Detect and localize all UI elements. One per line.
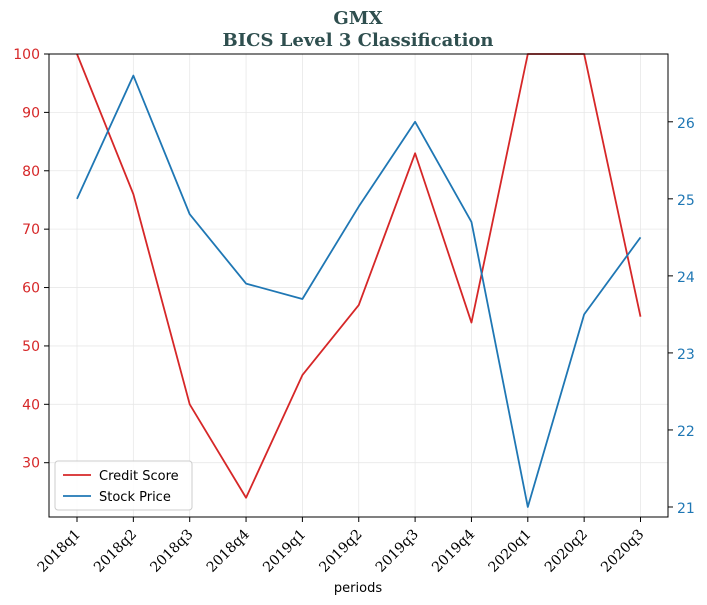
left-axis-ticks: 30 40 50 60 70 80 90 100: [13, 47, 49, 472]
right-axis-ticks: 21 22 23 24 25 26: [668, 116, 695, 517]
x-tick-label: 2018q1: [35, 527, 84, 576]
legend: Credit Score Stock Price: [54, 460, 193, 511]
x-tick-label: 2019q1: [260, 527, 309, 576]
x-tick-label: 2019q3: [373, 527, 422, 576]
legend-label: Stock Price: [99, 490, 171, 505]
left-tick-label: 90: [22, 105, 40, 121]
right-tick-label: 21: [677, 501, 695, 517]
left-tick-label: 100: [13, 47, 40, 63]
left-tick-label: 50: [22, 339, 40, 355]
x-tick-label: 2020q3: [598, 527, 647, 576]
x-axis-ticks: 2018q1 2018q2 2018q3 2018q4 2019q1 2019q2 2019…: [35, 517, 647, 576]
x-tick-label: 2018q2: [91, 527, 140, 576]
left-tick-label: 60: [22, 281, 40, 297]
legend-box: [54, 460, 193, 511]
x-tick-label: 2019q2: [316, 527, 365, 576]
x-tick-label: 2019q4: [429, 526, 478, 575]
x-tick-label: 2020q1: [485, 527, 534, 576]
right-tick-label: 26: [677, 116, 695, 132]
x-tick-label: 2018q4: [204, 526, 253, 575]
x-tick-label: 2018q3: [147, 527, 196, 576]
left-tick-label: 30: [22, 456, 40, 472]
left-tick-label: 80: [22, 164, 40, 180]
left-tick-label: 70: [22, 222, 40, 238]
right-tick-label: 22: [677, 424, 695, 440]
right-tick-label: 24: [677, 270, 695, 286]
left-tick-label: 40: [22, 397, 40, 413]
series-line-stock-price: [76, 74, 642, 508]
legend-label: Credit Score: [99, 469, 179, 484]
x-axis-label: periods: [334, 581, 382, 596]
x-tick-label: 2020q2: [542, 527, 591, 576]
right-tick-label: 23: [677, 347, 695, 363]
right-tick-label: 25: [677, 193, 695, 209]
chart-title: GMX: [333, 8, 382, 29]
grid-lines: [49, 53, 668, 517]
chart-subtitle: BICS Level 3 Classification: [222, 30, 493, 51]
